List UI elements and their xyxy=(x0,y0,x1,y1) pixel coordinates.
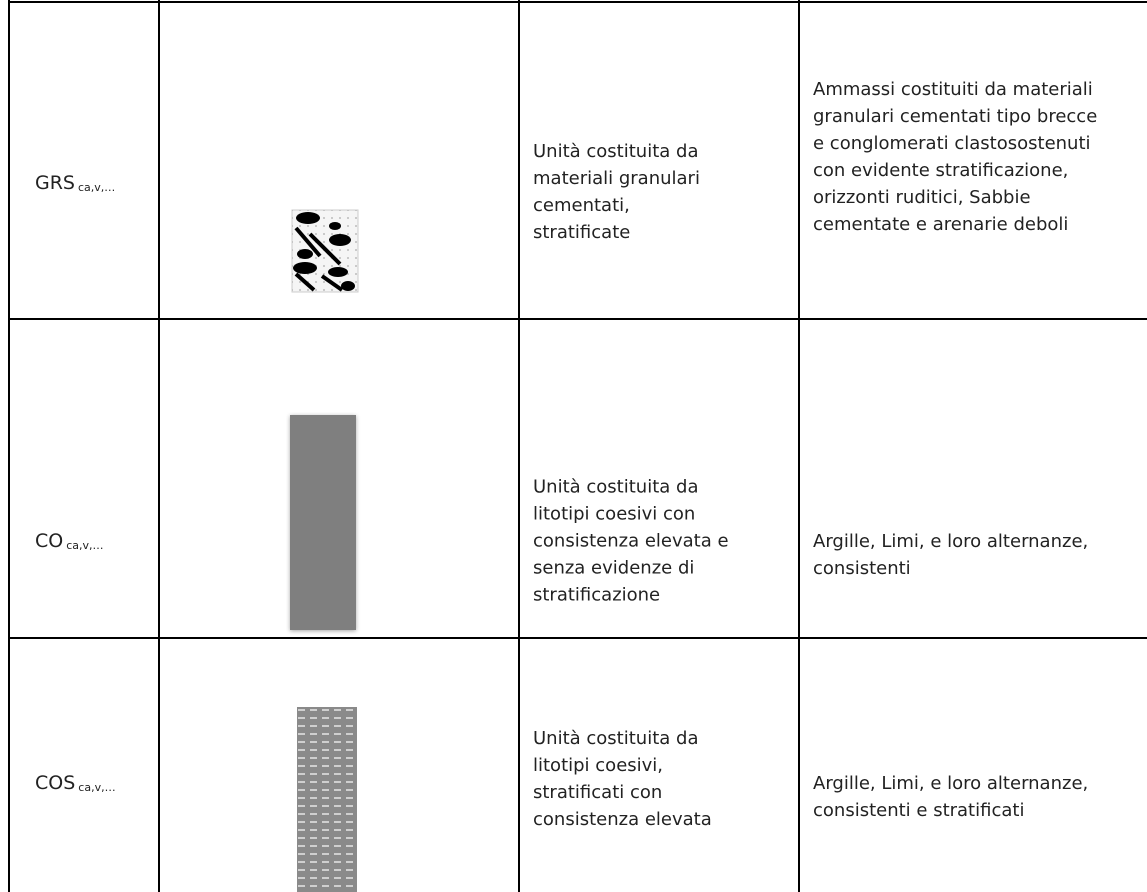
text-line: Argille, Limi, e loro alternanze, xyxy=(813,773,1089,794)
column-border xyxy=(8,0,10,892)
code-subscript: ca,v,… xyxy=(66,539,104,552)
text-line: consistenti e stratificati xyxy=(813,800,1025,821)
text-line: consistenza elevata xyxy=(533,809,712,830)
text-line: granulari cementati tipo brecce xyxy=(813,106,1098,127)
text-line: stratificate xyxy=(533,222,631,243)
text-line: Unità costituita da xyxy=(533,141,699,162)
unit-code: COS ca,v,… xyxy=(35,772,116,794)
code: GRS xyxy=(35,172,75,194)
text-line: litotipi coesivi, xyxy=(533,755,664,776)
text-line: Unità costituita da xyxy=(533,476,699,498)
column-border xyxy=(518,0,520,892)
text-line: Unità costituita da xyxy=(533,728,699,749)
pattern-grs xyxy=(291,209,359,293)
unit-code: GRS ca,v,… xyxy=(35,172,115,194)
lithology-description: Argille, Limi, e loro alternanze, consis… xyxy=(813,528,1088,582)
column-border xyxy=(158,0,160,892)
lithology-description: Argille, Limi, e loro alternanze, consis… xyxy=(813,770,1088,824)
unit-description: Unità costituita da litotipi coesivi, st… xyxy=(533,725,712,833)
pattern-co xyxy=(290,415,356,630)
unit-description: Unità costituita da litotipi coesivi con… xyxy=(533,474,729,609)
unit-description: Unità costituita da materiali granulari … xyxy=(533,138,700,246)
text-line: Argille, Limi, e loro alternanze, xyxy=(813,531,1089,552)
text-line: consistenza elevata e xyxy=(533,530,729,552)
text-line: e conglomerati clastosostenuti xyxy=(813,133,1091,154)
text-line: stratificati con xyxy=(533,782,663,803)
text-line: consistenti xyxy=(813,558,911,579)
text-line: litotipi coesivi con xyxy=(533,503,696,525)
text-line: con evidente stratificazione, xyxy=(813,160,1069,181)
code: COS xyxy=(35,772,76,794)
row-border xyxy=(8,1,1147,3)
row-border xyxy=(8,637,1147,639)
text-line: senza evidenze di xyxy=(533,557,695,579)
text-line: Ammassi costituiti da materiali xyxy=(813,79,1093,100)
text-line: cementate e arenarie deboli xyxy=(813,214,1069,235)
code-subscript: ca,v,… xyxy=(78,181,116,194)
column-border xyxy=(798,0,800,892)
text-line: orizzonti ruditici, Sabbie xyxy=(813,187,1031,208)
text-line: cementati, xyxy=(533,195,630,216)
pattern-cos xyxy=(297,707,357,892)
unit-code: CO ca,v,… xyxy=(35,530,104,552)
code-subscript: ca,v,… xyxy=(78,781,116,794)
code: CO xyxy=(35,530,64,552)
text-line: stratificazione xyxy=(533,584,661,606)
row-border xyxy=(8,318,1147,320)
lithology-description: Ammassi costituiti da materiali granular… xyxy=(813,76,1097,238)
text-line: materiali granulari xyxy=(533,168,700,189)
